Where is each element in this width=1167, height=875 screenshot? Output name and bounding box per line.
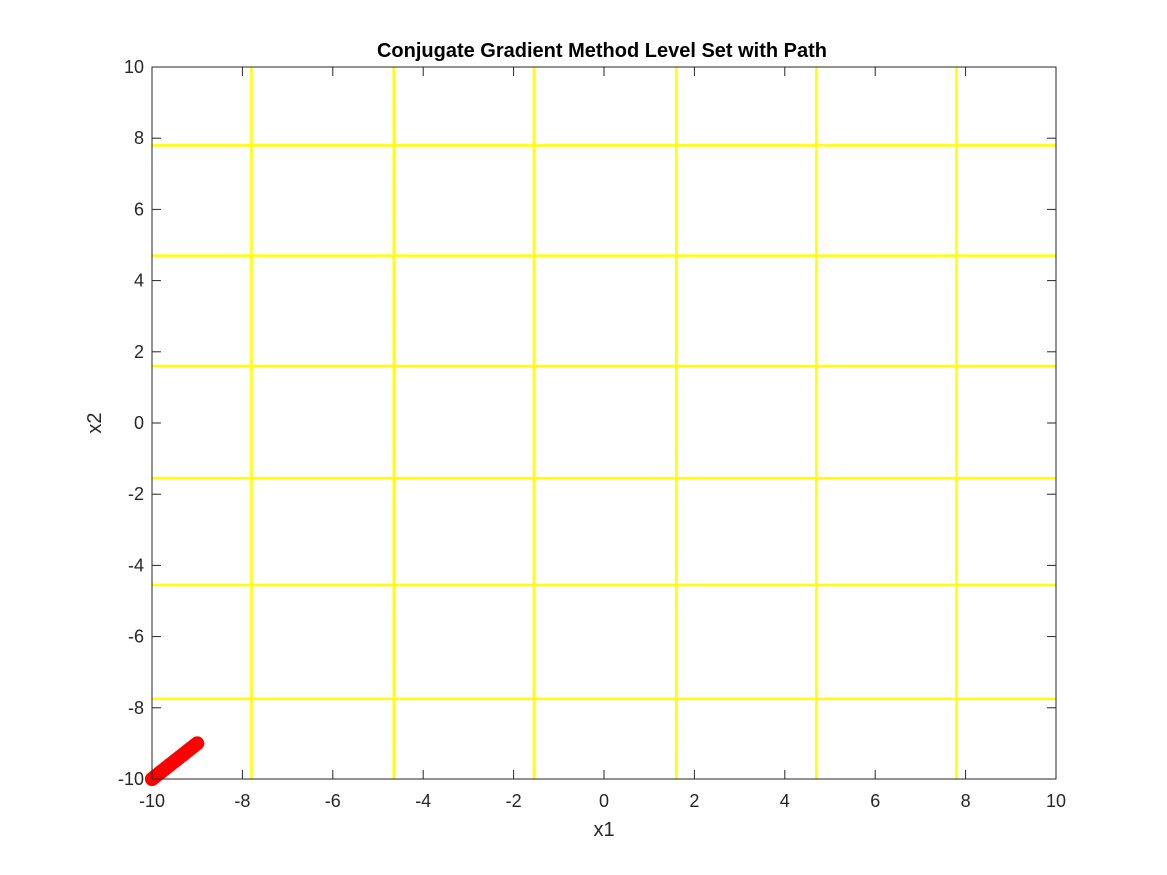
path-point bbox=[172, 750, 187, 765]
y-tick-label: 2 bbox=[134, 342, 144, 362]
y-tick-label: 10 bbox=[124, 57, 144, 77]
x-tick-label: -8 bbox=[234, 791, 250, 811]
x-tick-label: 2 bbox=[689, 791, 699, 811]
y-tick-label: -6 bbox=[128, 627, 144, 647]
path-point bbox=[190, 736, 205, 751]
x-tick-label: -4 bbox=[415, 791, 431, 811]
y-tick-label: 4 bbox=[134, 271, 144, 291]
path-point bbox=[163, 757, 178, 772]
y-tick-label: 6 bbox=[134, 199, 144, 219]
x-tick-label: 10 bbox=[1046, 791, 1066, 811]
x-tick-label: -6 bbox=[325, 791, 341, 811]
path-point bbox=[154, 764, 169, 779]
chart-title: Conjugate Gradient Method Level Set with… bbox=[377, 40, 827, 62]
axis-ticks: -10 -8 -6 -4 -2 0 2 4 6 8 10 -10 -8 -6 -4 -2 0 2 4 6 8 10 bbox=[118, 57, 1066, 811]
x-tick-label: 6 bbox=[870, 791, 880, 811]
y-tick-label: -4 bbox=[128, 555, 144, 575]
x-tick-label: 4 bbox=[780, 791, 790, 811]
level-set-contours bbox=[152, 67, 1056, 779]
y-tick-label: -2 bbox=[128, 484, 144, 504]
plot-area bbox=[152, 67, 1056, 779]
y-tick-label: 8 bbox=[134, 128, 144, 148]
y-tick-label: 0 bbox=[134, 413, 144, 433]
x-tick-label: 0 bbox=[599, 791, 609, 811]
y-tick-label: -10 bbox=[118, 769, 144, 789]
y-axis-label: x2 bbox=[84, 412, 106, 433]
x-tick-label: -10 bbox=[139, 791, 165, 811]
y-tick-label: -8 bbox=[128, 698, 144, 718]
x-tick-label: 8 bbox=[961, 791, 971, 811]
x-tick-label: -2 bbox=[506, 791, 522, 811]
path-point bbox=[181, 743, 196, 758]
x-axis-label: x1 bbox=[593, 819, 614, 841]
